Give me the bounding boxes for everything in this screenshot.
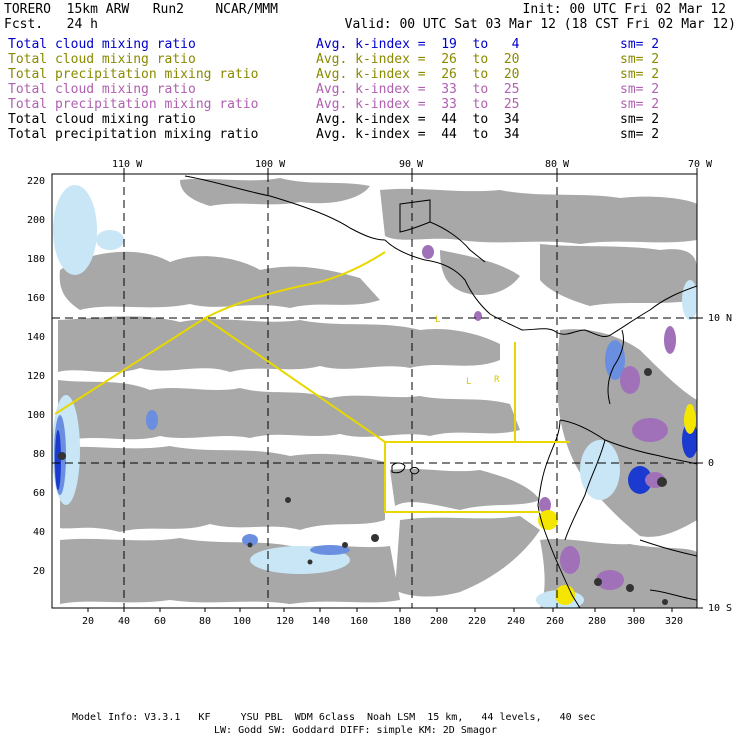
legend-smooth: sm= 2 <box>620 97 660 112</box>
legend-field: Total cloud mixing ratio <box>8 112 196 127</box>
flight-track <box>54 251 570 513</box>
forecast-hour: Fcst. 24 h <box>4 17 98 32</box>
y-tick: 40 <box>33 527 46 538</box>
legend-kindex: Avg. k-index = 33 to 25 <box>316 82 520 97</box>
legend-field: Total precipitation mixing ratio <box>8 67 259 82</box>
x-tick: 40 <box>118 616 131 627</box>
legend-kindex: Avg. k-index = 26 to 20 <box>316 67 520 82</box>
y-tick: 160 <box>27 293 46 304</box>
model-physics: LW: Godd SW: Goddard DIFF: simple KM: 2D… <box>214 725 497 736</box>
x-tick: 280 <box>588 616 607 627</box>
x-tick: 120 <box>276 616 295 627</box>
track-label: L <box>435 315 440 325</box>
track-label: L <box>466 377 471 387</box>
legend-field: Total cloud mixing ratio <box>8 37 196 52</box>
x-tick: 200 <box>430 616 449 627</box>
legend-kindex: Avg. k-index = 26 to 20 <box>316 52 520 67</box>
x-tick: 80 <box>199 616 212 627</box>
lat-label: 10 N <box>708 313 733 324</box>
legend-kindex: Avg. k-index = 19 to 4 <box>316 37 520 52</box>
x-tick: 320 <box>665 616 684 627</box>
coastlines <box>184 175 697 608</box>
legend-field: Total precipitation mixing ratio <box>8 97 259 112</box>
x-tick: 220 <box>468 616 487 627</box>
legend-field: Total cloud mixing ratio <box>8 52 196 67</box>
x-tick: 160 <box>350 616 369 627</box>
y-tick: 120 <box>27 371 46 382</box>
map-frame <box>51 173 698 609</box>
model-info: Model Info: V3.3.1 KF YSU PBL WDM 6class… <box>72 712 596 723</box>
convective-cores <box>58 368 668 605</box>
x-tick: 180 <box>393 616 412 627</box>
legend-smooth: sm= 2 <box>620 82 660 97</box>
lat-lon-grid <box>52 174 697 608</box>
x-tick: 60 <box>154 616 167 627</box>
purple-precip <box>422 245 676 590</box>
lon-label: 70 W <box>688 159 713 170</box>
legend-smooth: sm= 2 <box>620 127 660 142</box>
x-tick: 240 <box>507 616 526 627</box>
legend-field: Total cloud mixing ratio <box>8 82 196 97</box>
legend-smooth: sm= 2 <box>620 52 660 67</box>
y-tick: 200 <box>27 215 46 226</box>
x-tick: 140 <box>312 616 331 627</box>
lat-label: 0 <box>708 458 715 469</box>
x-tick: 260 <box>546 616 565 627</box>
legend-kindex: Avg. k-index = 44 to 34 <box>316 112 520 127</box>
y-tick: 80 <box>33 449 46 460</box>
lon-label: 100 W <box>255 159 286 170</box>
lon-label: 110 W <box>112 159 143 170</box>
tick-marks <box>87 168 703 612</box>
y-tick: 140 <box>27 332 46 343</box>
x-tick: 300 <box>627 616 646 627</box>
legend-smooth: sm= 2 <box>620 112 660 127</box>
init-time: Init: 00 UTC Fri 02 Mar 12 <box>522 2 727 17</box>
y-tick: 20 <box>33 566 46 577</box>
y-tick: 180 <box>27 254 46 265</box>
legend-kindex: Avg. k-index = 33 to 25 <box>316 97 520 112</box>
legend-kindex: Avg. k-index = 44 to 34 <box>316 127 520 142</box>
legend-smooth: sm= 2 <box>620 67 660 82</box>
lon-label: 80 W <box>545 159 570 170</box>
model-title: TORERO 15km ARW Run2 NCAR/MMM <box>4 2 278 17</box>
legend-smooth: sm= 2 <box>620 37 660 52</box>
lat-label: 10 S <box>708 603 733 614</box>
lon-label: 90 W <box>399 159 424 170</box>
valid-time: Valid: 00 UTC Sat 03 Mar 12 (18 CST Fri … <box>344 17 736 32</box>
track-labels: L L R <box>435 315 500 387</box>
y-tick: 100 <box>27 410 46 421</box>
x-tick: 100 <box>233 616 252 627</box>
legend-field: Total precipitation mixing ratio <box>8 127 259 142</box>
y-tick: 220 <box>27 176 46 187</box>
x-tick: 20 <box>82 616 95 627</box>
y-tick: 60 <box>33 488 46 499</box>
track-label: R <box>494 375 500 385</box>
